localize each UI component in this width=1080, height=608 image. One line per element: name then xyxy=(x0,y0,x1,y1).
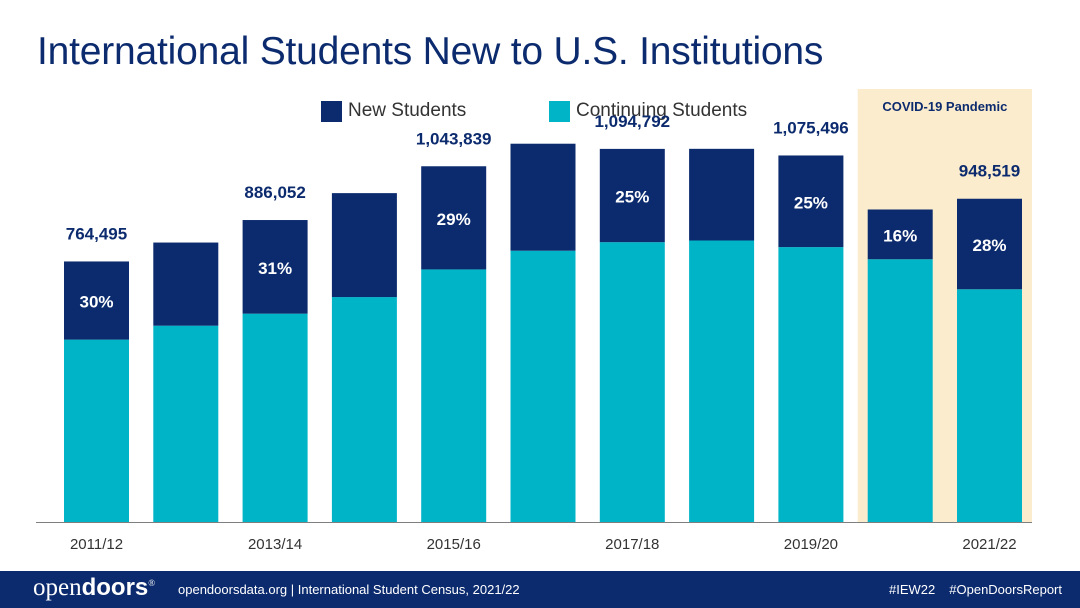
share-label-2017/18: 25% xyxy=(615,188,649,207)
bar-continuing-2021/22 xyxy=(957,289,1022,522)
total-label-2017/18: 1,094,792 xyxy=(594,112,670,131)
bar-new-2011/12 xyxy=(64,261,129,340)
legend-item-new-students: New Students xyxy=(321,99,466,123)
chart-title: International Students New to U.S. Insti… xyxy=(37,30,824,73)
bar-continuing-2014/15 xyxy=(331,297,397,522)
pandemic-annotation-label: COVID-19 Pandemic xyxy=(882,99,1007,114)
bar-new-2016/17 xyxy=(510,143,576,251)
bar-new-2013/14 xyxy=(242,220,308,314)
stacked-bar-chart: COVID-19 Pandemic 30% 764,495 2011/12 31% 886… xyxy=(36,89,1032,553)
hashtag-opendoorsreport: #OpenDoorsReport xyxy=(949,582,1062,597)
x-tick-label-2021/22: 2021/22 xyxy=(962,536,1016,553)
bar-new-2020/21 xyxy=(867,209,933,260)
bar-continuing-2018/19 xyxy=(689,240,755,522)
bar-continuing-2013/14 xyxy=(242,313,308,522)
x-tick-label-2015/16: 2015/16 xyxy=(427,536,481,553)
x-tick-label-2011/12: 2011/12 xyxy=(70,536,123,553)
hashtag-iew22: #IEW22 xyxy=(889,582,936,597)
share-label-2011/12: 30% xyxy=(79,293,113,312)
total-label-2021/22: 948,519 xyxy=(959,162,1020,181)
legend-label-continuing: Continuing Students xyxy=(576,100,748,121)
bar-continuing-2020/21 xyxy=(867,259,933,522)
total-label-2011/12: 764,495 xyxy=(66,224,127,243)
footer-bar: opendoors® opendoorsdata.org | Internati… xyxy=(0,571,1080,608)
share-label-2013/14: 31% xyxy=(258,259,292,278)
share-label-2020/21: 16% xyxy=(883,226,917,245)
share-label-2015/16: 29% xyxy=(437,210,471,229)
bar-new-2015/16 xyxy=(421,166,487,270)
bar-continuing-2012/13 xyxy=(153,325,219,522)
legend-item-continuing-students: Continuing Students xyxy=(549,99,747,123)
total-label-2013/14: 886,052 xyxy=(244,183,305,202)
x-tick-label-2017/18: 2017/18 xyxy=(605,536,659,553)
legend-label-new: New Students xyxy=(348,100,467,121)
bar-new-2012/13 xyxy=(153,242,219,326)
total-label-2015/16: 1,043,839 xyxy=(416,129,492,148)
total-label-2019/20: 1,075,496 xyxy=(773,118,849,137)
bar-new-2021/22 xyxy=(957,198,1022,290)
opendoors-logo: opendoors® xyxy=(33,574,156,601)
legend-swatch-continuing xyxy=(549,100,570,122)
bar-continuing-2017/18 xyxy=(599,242,665,523)
footer-source-text: opendoorsdata.org | International Studen… xyxy=(178,582,520,597)
share-label-2021/22: 28% xyxy=(972,236,1006,255)
x-tick-label-2013/14: 2013/14 xyxy=(248,536,302,553)
bar-new-2018/19 xyxy=(689,148,755,241)
bar-continuing-2016/17 xyxy=(510,250,576,522)
bar-continuing-2015/16 xyxy=(421,269,487,522)
bar-new-2014/15 xyxy=(331,193,397,298)
bar-continuing-2011/12 xyxy=(64,339,129,522)
share-label-2019/20: 25% xyxy=(794,193,828,212)
legend-swatch-new xyxy=(321,100,342,122)
bar-continuing-2019/20 xyxy=(778,247,844,523)
bar-new-2017/18 xyxy=(599,148,665,243)
bar-new-2019/20 xyxy=(778,155,844,248)
footer-hashtags: #IEW22 #OpenDoorsReport xyxy=(889,582,1062,597)
x-tick-label-2019/20: 2019/20 xyxy=(784,536,838,553)
